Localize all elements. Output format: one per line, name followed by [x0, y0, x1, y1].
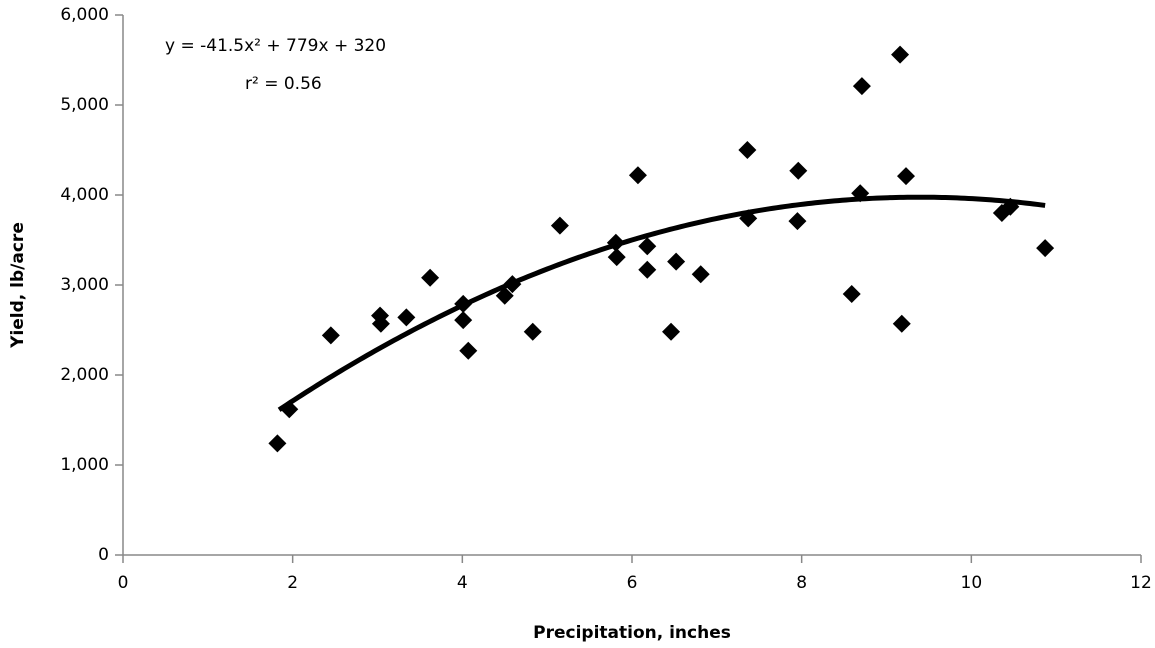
- point: [397, 308, 416, 327]
- x-tick-label: 4: [457, 573, 468, 593]
- y-tick-label: 4,000: [60, 185, 109, 205]
- x-tick-label: 0: [118, 573, 129, 593]
- point: [550, 216, 569, 235]
- x-tick-label: 6: [627, 573, 638, 593]
- x-tick-label: 2: [287, 573, 298, 593]
- y-tick-label: 5,000: [60, 95, 109, 115]
- point: [1036, 239, 1055, 258]
- y-tick-label: 3,000: [60, 275, 109, 295]
- y-tick-label: 0: [98, 545, 109, 565]
- y-axis-label: Yield, lb/acre: [8, 222, 28, 349]
- x-tick-label: 8: [796, 573, 807, 593]
- point: [1001, 197, 1020, 216]
- y-tick-label: 2,000: [60, 365, 109, 385]
- point: [454, 294, 473, 313]
- x-tick-label: 10: [961, 573, 983, 593]
- point: [789, 161, 808, 180]
- point: [739, 209, 758, 228]
- point: [891, 45, 910, 64]
- point: [842, 285, 861, 303]
- point: [892, 314, 911, 333]
- point: [897, 167, 916, 186]
- point: [321, 326, 340, 345]
- point: [421, 268, 440, 287]
- point: [495, 286, 514, 305]
- point: [280, 400, 299, 419]
- equation: y = -41.5x² + 779x + 320: [165, 36, 386, 56]
- y-tick-label: 1,000: [60, 455, 109, 475]
- point: [738, 141, 757, 159]
- point: [371, 314, 390, 333]
- point: [268, 434, 287, 453]
- point: [638, 237, 657, 256]
- point: [606, 233, 625, 252]
- point: [503, 275, 522, 294]
- point: [851, 184, 870, 203]
- x-axis-label: Precipitation, inches: [533, 623, 731, 643]
- point: [459, 341, 478, 360]
- point: [638, 260, 657, 279]
- y-tick-label: 6,000: [60, 5, 109, 25]
- point: [628, 166, 647, 185]
- point: [662, 322, 681, 341]
- point: [667, 252, 686, 271]
- point: [691, 265, 710, 284]
- point: [852, 77, 871, 96]
- point: [454, 311, 473, 330]
- x-tick-label: 12: [1130, 573, 1152, 593]
- r-squared: r² = 0.56: [245, 74, 322, 94]
- point: [607, 248, 626, 267]
- point: [523, 322, 542, 341]
- point: [788, 212, 807, 231]
- trendline: [277, 194, 1046, 412]
